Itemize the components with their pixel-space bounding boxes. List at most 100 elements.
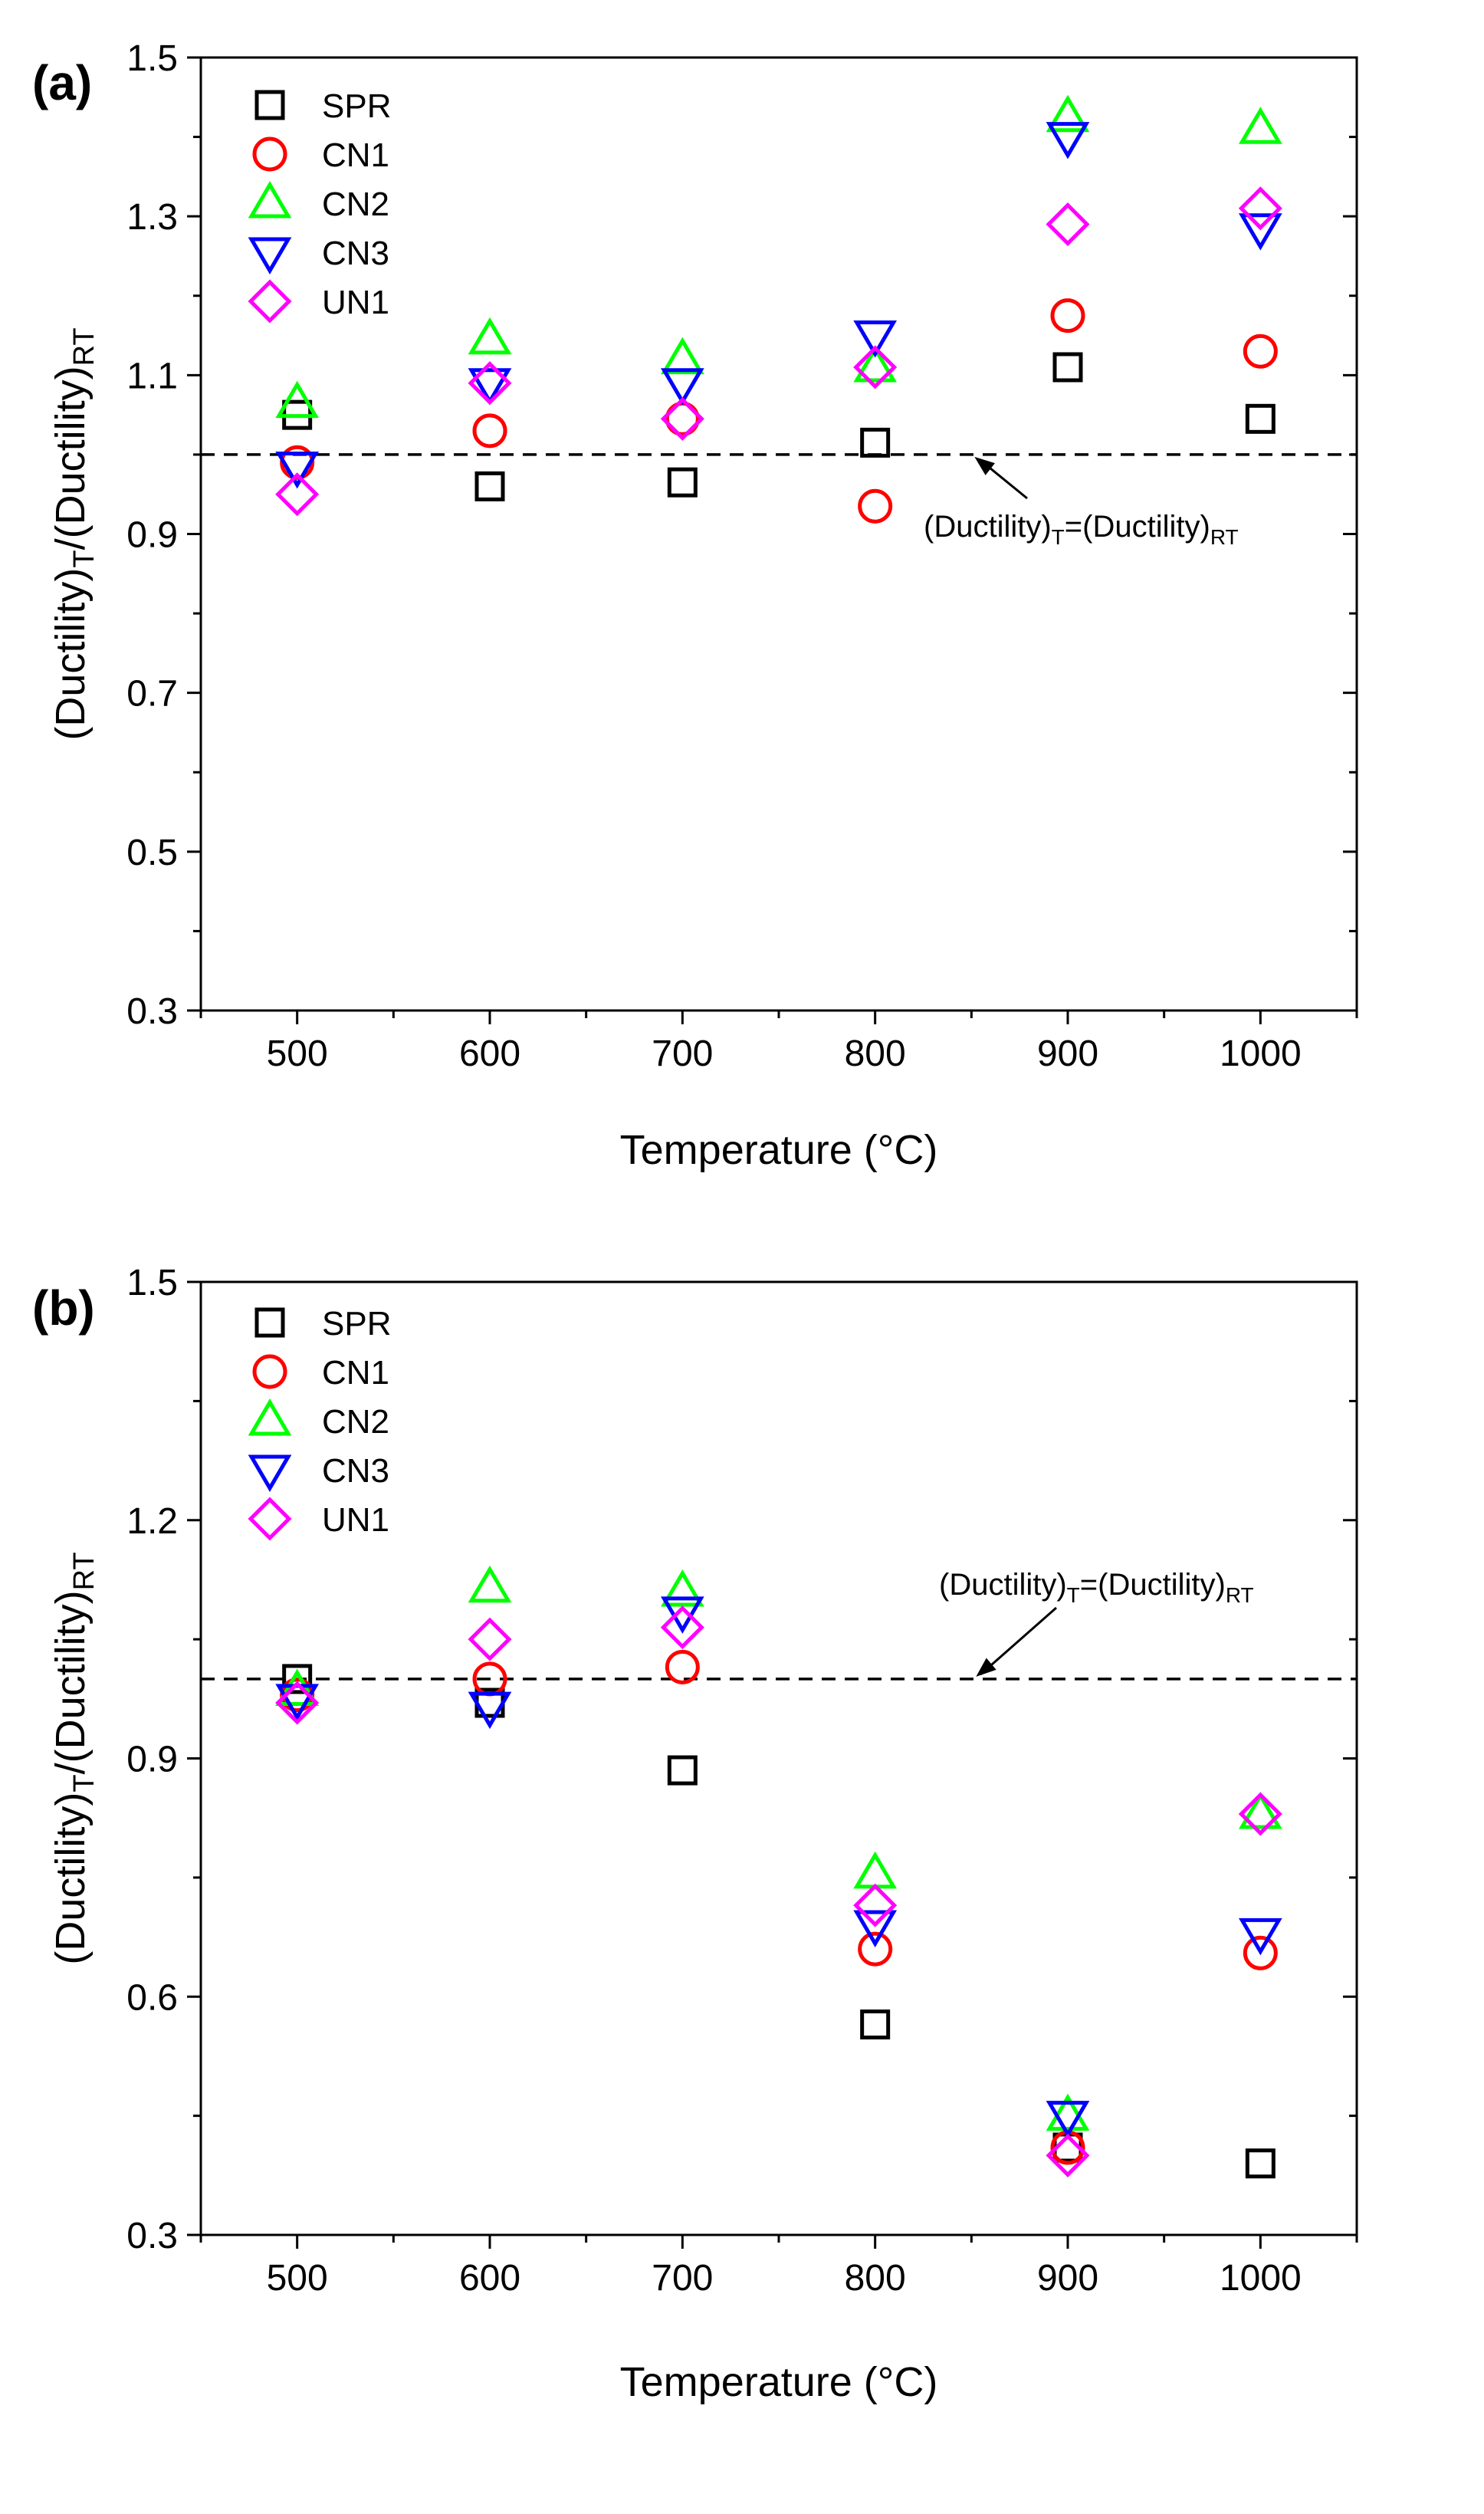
data-point-spr <box>860 427 891 458</box>
legend-label-spr: SPR <box>322 1305 391 1342</box>
y-tick-label: 0.5 <box>126 833 178 873</box>
data-point-cn3 <box>1046 122 1090 159</box>
data-point-cn2 <box>275 1668 320 1706</box>
data-point-cn1 <box>280 445 315 480</box>
annotation-sub-t: T <box>1052 525 1065 549</box>
y-label-base: (Ductility) <box>48 1793 94 1965</box>
series-cn3 <box>275 1596 1282 2138</box>
y-label-base: (Ductility) <box>48 568 94 741</box>
data-point-cn2 <box>468 317 512 355</box>
annotation-arrow-head <box>976 1658 996 1677</box>
data-point-un1 <box>275 1681 320 1725</box>
legend-label-cn2: CN2 <box>322 186 389 223</box>
legend-marker-cn2 <box>248 1398 292 1436</box>
y-tick-label: 0.9 <box>126 515 178 556</box>
x-tick-label: 600 <box>459 1034 520 1074</box>
legend-marker-cn2 <box>248 181 292 219</box>
y-axis-label: (Ductility)T/(Ductility)RT <box>48 327 100 740</box>
annotation-label: (Ductility)T=(Ductility)RT <box>924 510 1239 549</box>
x-tick-label: 500 <box>267 1034 328 1074</box>
data-point-cn3 <box>468 368 512 406</box>
legend-label-cn3: CN3 <box>322 235 389 272</box>
data-point-cn3 <box>468 1691 512 1730</box>
data-point-spr <box>282 1664 313 1694</box>
y-tick-label: 0.7 <box>126 674 178 715</box>
x-tick-label: 800 <box>845 1034 906 1074</box>
series-un1 <box>275 186 1282 517</box>
data-point-cn2 <box>660 337 704 375</box>
annotation-sub-t: T <box>1067 1583 1080 1607</box>
data-point-spr <box>667 467 698 498</box>
panel-label: (b) <box>32 1280 95 1336</box>
data-point-un1 <box>468 361 512 406</box>
data-point-un1 <box>1238 1792 1282 1836</box>
data-point-spr <box>474 471 505 501</box>
data-point-spr <box>667 1755 698 1786</box>
annotation-base: (Ductility) <box>924 510 1052 544</box>
y-tick-label: 1.1 <box>126 356 178 396</box>
x-axis-label: Temperature (°C) <box>620 2359 938 2405</box>
legend-marker-un1 <box>248 279 292 324</box>
data-point-cn2 <box>853 1851 898 1889</box>
x-tick-label: 1000 <box>1220 2258 1302 2299</box>
y-axis-label: (Ductility)T/(Ductility)RT <box>48 1552 100 1964</box>
data-point-spr <box>1245 403 1276 434</box>
data-point-un1 <box>660 396 704 441</box>
data-point-spr <box>1052 352 1083 383</box>
series-spr <box>282 1664 1276 2179</box>
annotation-mid: =(Ductility) <box>1065 510 1210 544</box>
legend-label-spr: SPR <box>322 87 391 125</box>
y-tick-label: 0.9 <box>126 1740 178 1780</box>
data-point-un1 <box>853 345 898 389</box>
series-un1 <box>275 1605 1282 2177</box>
data-point-cn2 <box>853 345 898 383</box>
data-point-cn3 <box>275 451 320 489</box>
x-tick-label: 700 <box>652 1034 713 1074</box>
data-point-cn1 <box>472 413 507 449</box>
y-tick-label: 0.3 <box>126 2216 178 2256</box>
data-point-cn3 <box>660 1596 704 1634</box>
data-point-un1 <box>275 472 320 517</box>
y-label-sub-t: T <box>68 1774 100 1792</box>
x-tick-label: 500 <box>267 2258 328 2299</box>
legend-label-un1: UN1 <box>322 1501 389 1539</box>
data-point-cn3 <box>1238 1918 1282 1956</box>
data-point-un1 <box>660 1605 704 1650</box>
data-point-cn2 <box>1046 2093 1090 2131</box>
data-point-cn1 <box>1243 1935 1278 1970</box>
series-spr <box>282 352 1276 501</box>
series-cn3 <box>275 122 1282 489</box>
legend-marker-spr <box>254 90 285 120</box>
data-point-un1 <box>1238 186 1282 231</box>
legend-marker-un1 <box>248 1497 292 1541</box>
legend-label-cn2: CN2 <box>322 1403 389 1441</box>
series-cn1 <box>280 298 1278 524</box>
legend-label-un1: UN1 <box>322 284 389 321</box>
data-point-cn2 <box>275 380 320 419</box>
x-tick-label: 700 <box>652 2258 713 2299</box>
annotation-mid: =(Ductility) <box>1080 1568 1226 1602</box>
data-point-cn3 <box>1238 213 1282 251</box>
y-label-sub-rt: RT <box>68 1552 100 1590</box>
data-point-cn3 <box>1046 2101 1090 2138</box>
data-point-cn1 <box>665 1649 700 1684</box>
data-point-cn2 <box>1238 1792 1282 1829</box>
legend-marker-cn3 <box>248 1454 292 1492</box>
legend-label-cn1: CN1 <box>322 136 389 174</box>
series-cn2 <box>275 94 1282 419</box>
legend-label-cn3: CN3 <box>322 1452 389 1490</box>
data-point-un1 <box>468 1617 512 1661</box>
data-point-un1 <box>1046 202 1090 247</box>
y-label-sep: /(Ductility) <box>48 366 94 550</box>
y-tick-label: 1.2 <box>126 1501 178 1542</box>
annotation-base: (Ductility) <box>939 1568 1067 1602</box>
legend-marker-spr <box>254 1307 285 1338</box>
y-label-sub-rt: RT <box>68 327 100 366</box>
data-point-cn3 <box>853 1910 898 1947</box>
x-tick-label: 800 <box>845 2258 906 2299</box>
panel-label: (a) <box>32 55 92 110</box>
y-label-sub-t: T <box>68 550 100 567</box>
x-tick-label: 900 <box>1037 2258 1098 2299</box>
annotation-sub-rt: RT <box>1226 1583 1254 1607</box>
